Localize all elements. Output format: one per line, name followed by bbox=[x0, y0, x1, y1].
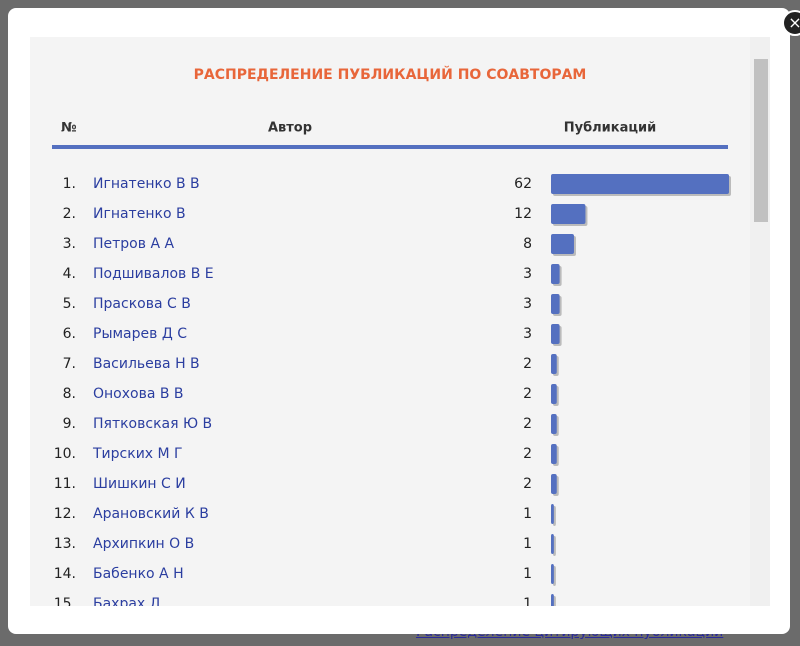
count: 1 bbox=[523, 506, 532, 522]
rank: 1. bbox=[63, 176, 76, 192]
count: 2 bbox=[523, 416, 532, 432]
bar bbox=[551, 264, 560, 284]
scrollbar[interactable] bbox=[750, 37, 770, 606]
bar bbox=[551, 324, 560, 344]
author-link[interactable]: Пятковская Ю В bbox=[93, 416, 212, 432]
rank: 10. bbox=[54, 446, 76, 462]
author-link[interactable]: Архипкин О В bbox=[93, 536, 194, 552]
count: 2 bbox=[523, 446, 532, 462]
panel: РАСПРЕДЕЛЕНИЕ ПУБЛИКАЦИЙ ПО СОАВТОРАМ № … bbox=[30, 37, 750, 606]
count: 3 bbox=[523, 326, 532, 342]
header: Публикаций bbox=[564, 121, 657, 136]
count: 1 bbox=[523, 536, 532, 552]
bar bbox=[551, 474, 557, 494]
rank: 2. bbox=[63, 206, 76, 222]
count: 8 bbox=[523, 236, 532, 252]
count: 12 bbox=[514, 206, 532, 222]
count: 62 bbox=[514, 176, 532, 192]
author-link[interactable]: Праскова С В bbox=[93, 296, 191, 312]
author-link[interactable]: Васильева Н В bbox=[93, 356, 200, 372]
count: 3 bbox=[523, 266, 532, 282]
author-link[interactable]: Онохова В В bbox=[93, 386, 184, 402]
author-link[interactable]: Шишкин С И bbox=[93, 476, 186, 492]
rank: 14. bbox=[54, 566, 76, 582]
author-link[interactable]: Арановский К В bbox=[93, 506, 209, 522]
bar bbox=[551, 564, 554, 584]
header: Автор bbox=[268, 121, 312, 136]
bar bbox=[551, 534, 554, 554]
author-link[interactable]: Бабенко А Н bbox=[93, 566, 184, 582]
rank: 9. bbox=[63, 416, 76, 432]
rank: 5. bbox=[63, 296, 76, 312]
count: 2 bbox=[523, 386, 532, 402]
bar bbox=[551, 444, 557, 464]
bar bbox=[551, 234, 574, 254]
table: РАСПРЕДЕЛЕНИЕ ПУБЛИКАЦИЙ ПО СОАВТОРАМ № … bbox=[52, 66, 731, 606]
author-link[interactable]: Бахрах Л bbox=[93, 596, 160, 606]
bar bbox=[551, 294, 560, 314]
rank: 6. bbox=[63, 326, 76, 342]
scroll-thumb[interactable] bbox=[754, 59, 768, 222]
close-button[interactable]: × bbox=[782, 10, 800, 36]
author-link[interactable]: Петров А А bbox=[93, 236, 174, 252]
title: РАСПРЕДЕЛЕНИЕ ПУБЛИКАЦИЙ ПО СОАВТОРАМ bbox=[194, 66, 587, 83]
header-rule bbox=[52, 145, 728, 149]
bar bbox=[551, 594, 554, 606]
author-link[interactable]: Игнатенко В bbox=[93, 206, 186, 222]
count: 3 bbox=[523, 296, 532, 312]
rank: 11. bbox=[54, 476, 76, 492]
count: 2 bbox=[523, 356, 532, 372]
rank: 12. bbox=[54, 506, 76, 522]
rank: 13. bbox=[54, 536, 76, 552]
author-link[interactable]: Игнатенко В В bbox=[93, 176, 200, 192]
bar bbox=[551, 504, 554, 524]
author-link[interactable]: Рымарев Д С bbox=[93, 326, 187, 342]
author-link[interactable]: Подшивалов В Е bbox=[93, 266, 214, 282]
count: 1 bbox=[523, 596, 532, 606]
rank: 15. bbox=[54, 596, 76, 606]
bar bbox=[551, 384, 557, 404]
author-link[interactable]: Тирских М Г bbox=[92, 446, 183, 462]
header: № bbox=[61, 121, 77, 136]
rank: 4. bbox=[63, 266, 76, 282]
modal: РАСПРЕДЕЛЕНИЕ ПУБЛИКАЦИЙ ПО СОАВТОРАМ № … bbox=[8, 8, 800, 634]
bar bbox=[551, 174, 729, 194]
count: 2 bbox=[523, 476, 532, 492]
rank: 3. bbox=[63, 236, 76, 252]
bar bbox=[551, 354, 557, 374]
rank: 7. bbox=[63, 356, 76, 372]
count: 1 bbox=[523, 566, 532, 582]
bar bbox=[551, 204, 586, 224]
bar bbox=[551, 414, 557, 434]
rank: 8. bbox=[63, 386, 76, 402]
